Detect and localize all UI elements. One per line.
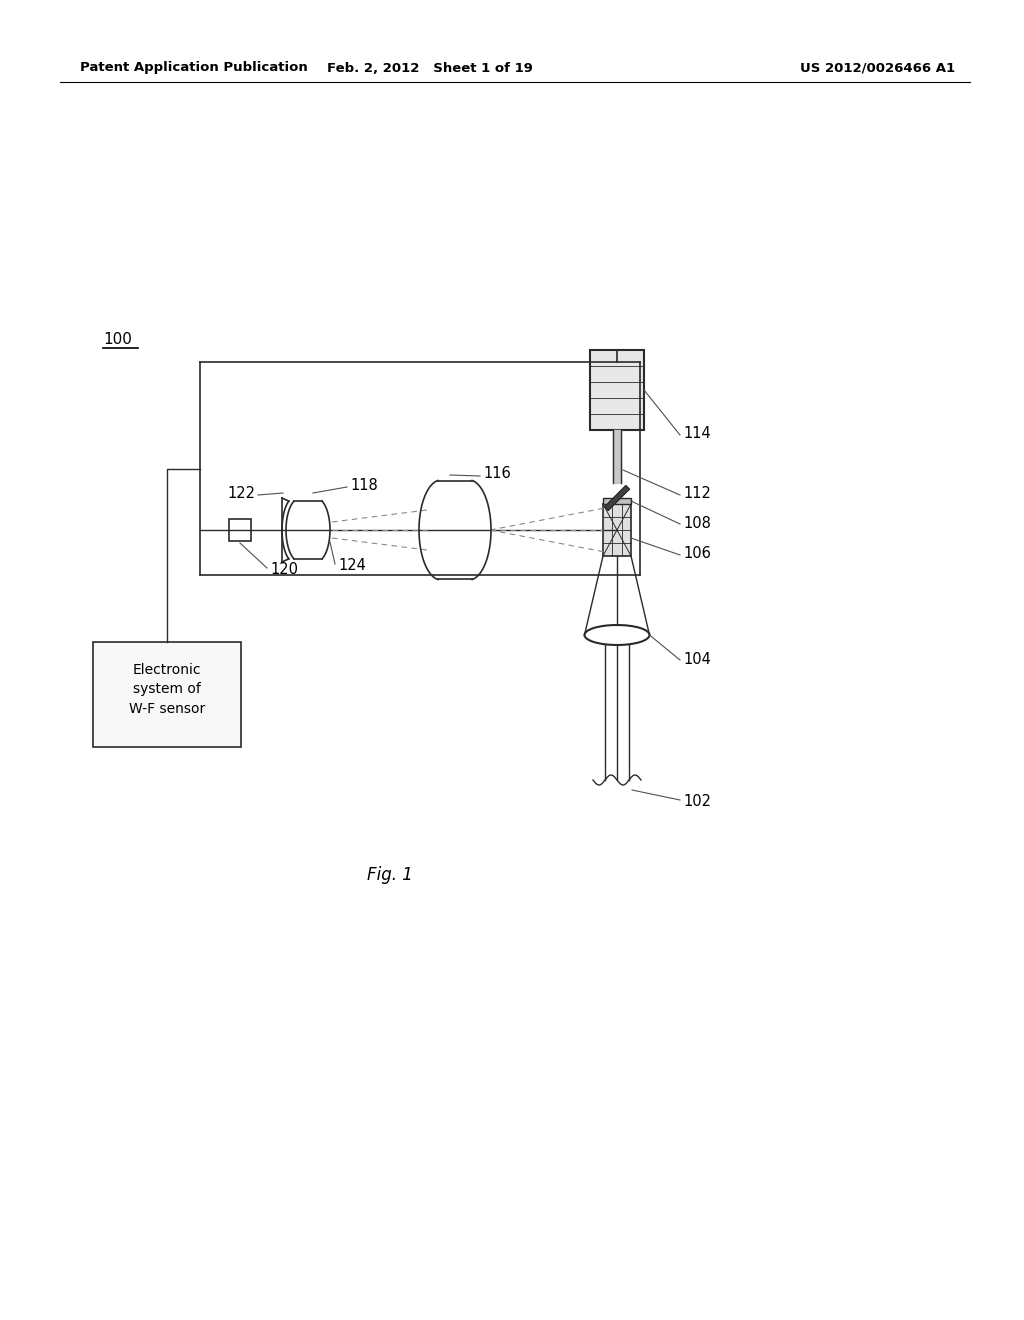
Text: 112: 112 (683, 487, 711, 502)
Text: Feb. 2, 2012   Sheet 1 of 19: Feb. 2, 2012 Sheet 1 of 19 (327, 62, 532, 74)
Text: US 2012/0026466 A1: US 2012/0026466 A1 (800, 62, 955, 74)
Text: 122: 122 (227, 486, 255, 500)
Text: 102: 102 (683, 795, 711, 809)
Bar (603, 498, 631, 504)
Polygon shape (604, 486, 630, 511)
Bar (229, 519, 251, 541)
Text: 114: 114 (683, 426, 711, 441)
Text: 108: 108 (683, 516, 711, 531)
Bar (590, 350, 644, 430)
Text: Patent Application Publication: Patent Application Publication (80, 62, 308, 74)
Text: 116: 116 (483, 466, 511, 482)
Bar (603, 504, 631, 556)
Text: 104: 104 (683, 652, 711, 667)
Text: 118: 118 (350, 478, 378, 492)
Text: Fig. 1: Fig. 1 (367, 866, 413, 884)
Text: 100: 100 (103, 333, 132, 347)
Text: 120: 120 (270, 562, 298, 578)
Text: Electronic
system of
W-F sensor: Electronic system of W-F sensor (129, 663, 205, 715)
Bar (93, 642, 241, 747)
Text: 106: 106 (683, 546, 711, 561)
Text: 124: 124 (338, 558, 366, 573)
